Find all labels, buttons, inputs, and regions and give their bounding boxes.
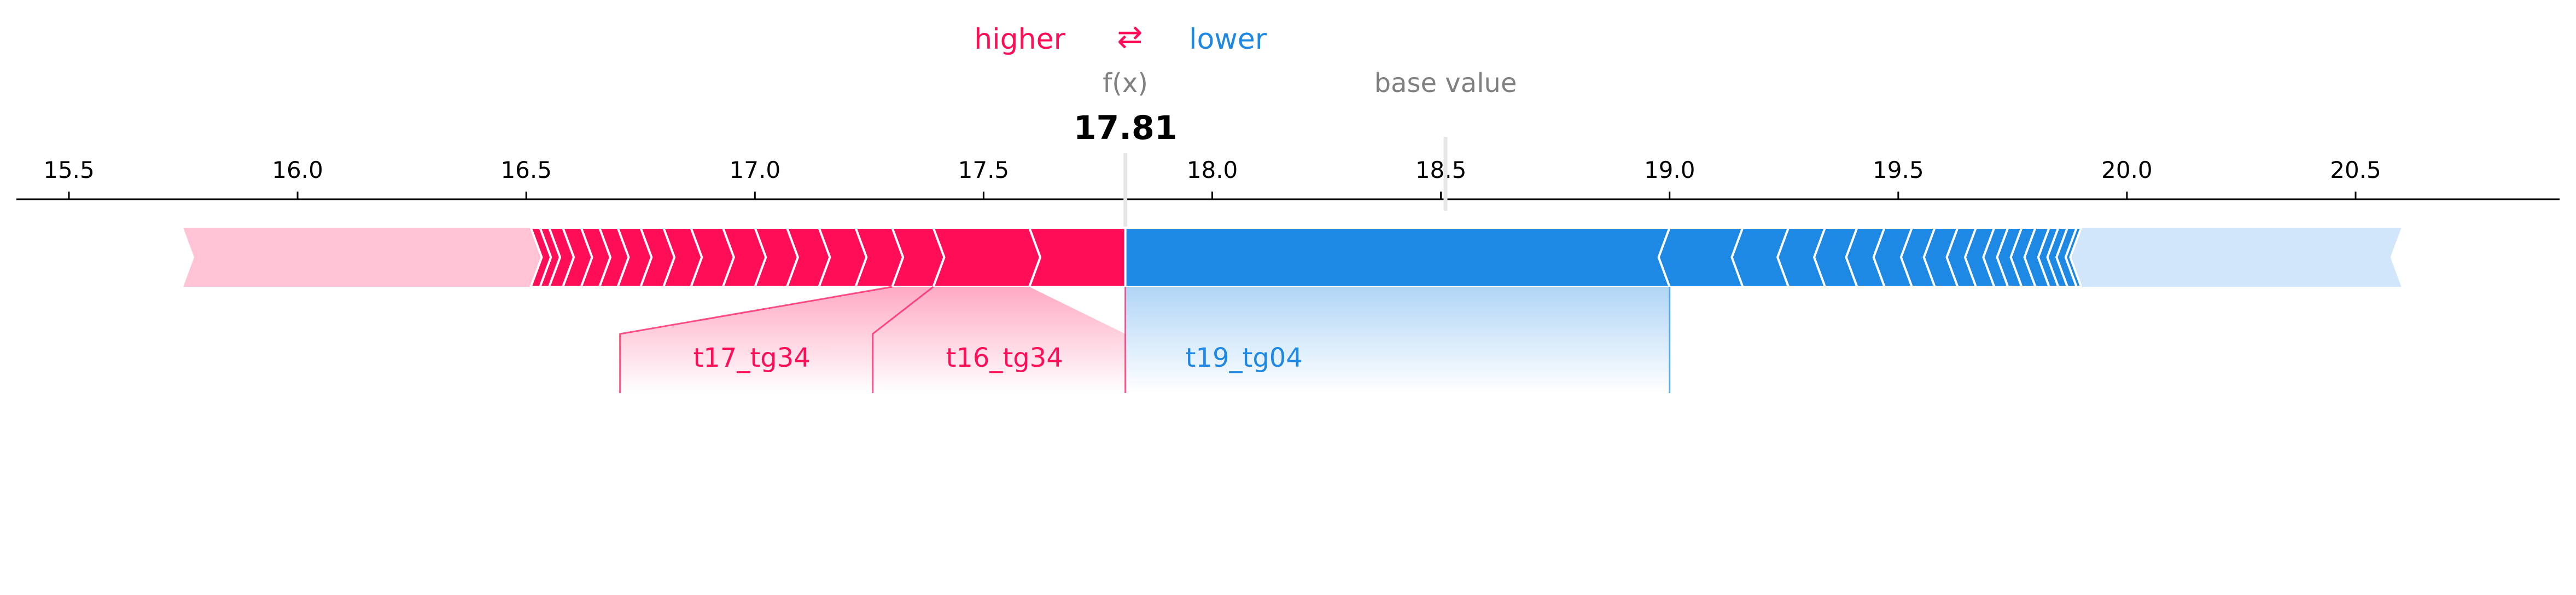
positive-tail-bar bbox=[183, 228, 542, 287]
x-tick-label: 16.5 bbox=[500, 157, 552, 183]
x-tick-label: 18.0 bbox=[1187, 157, 1238, 183]
legend-higher: higher bbox=[974, 23, 1065, 56]
x-tick-label: 20.5 bbox=[2330, 157, 2381, 183]
fx-label: f(x) bbox=[1103, 68, 1148, 99]
feature-labels: t17_tg34 t16_tg34 t19_tg04 bbox=[619, 286, 1671, 393]
positive-label-connector bbox=[619, 286, 893, 393]
positive-feature-bar bbox=[529, 227, 552, 288]
x-tick-label: 20.0 bbox=[2101, 157, 2153, 183]
x-tick-label: 19.0 bbox=[1644, 157, 1695, 183]
positive-feature-label: t17_tg34 bbox=[693, 343, 810, 373]
x-tick-label: 17.0 bbox=[730, 157, 781, 183]
negative-tail-bar bbox=[2070, 228, 2402, 287]
x-tick-label: 17.5 bbox=[958, 157, 1010, 183]
positive-feature-label: t16_tg34 bbox=[946, 343, 1063, 373]
positive-label-shade bbox=[620, 287, 934, 393]
legend-arrow-icon: ⇄ bbox=[1117, 19, 1143, 55]
negative-feature-label: t19_tg04 bbox=[1186, 343, 1303, 373]
x-tick-label: 16.0 bbox=[272, 157, 323, 183]
negative-feature-bar bbox=[1124, 227, 1671, 288]
base-value-label: base value bbox=[1374, 68, 1517, 99]
fx-value: 17.81 bbox=[1074, 109, 1178, 147]
positive-label-connector bbox=[872, 286, 934, 393]
negative-feature-bar bbox=[1657, 227, 1745, 288]
legend-lower: lower bbox=[1189, 23, 1267, 56]
positive-feature-bar bbox=[1028, 227, 1127, 288]
negative-label-shade bbox=[1125, 287, 1670, 393]
x-tick-label: 15.5 bbox=[43, 157, 95, 183]
x-tick-label: 19.5 bbox=[1873, 157, 1924, 183]
force-bars bbox=[183, 227, 2402, 288]
positive-feature-bar bbox=[931, 227, 1042, 288]
positive-label-shade bbox=[872, 287, 1126, 393]
negative-feature-bar bbox=[2064, 227, 2083, 288]
x-axis-ticks: 15.5 16.0 16.5 17.0 17.5 18.0 18.5 19.0 19.5 20.0… bbox=[43, 157, 2381, 199]
x-tick-label: 18.5 bbox=[1415, 157, 1467, 183]
reference-lines bbox=[1123, 137, 1448, 228]
